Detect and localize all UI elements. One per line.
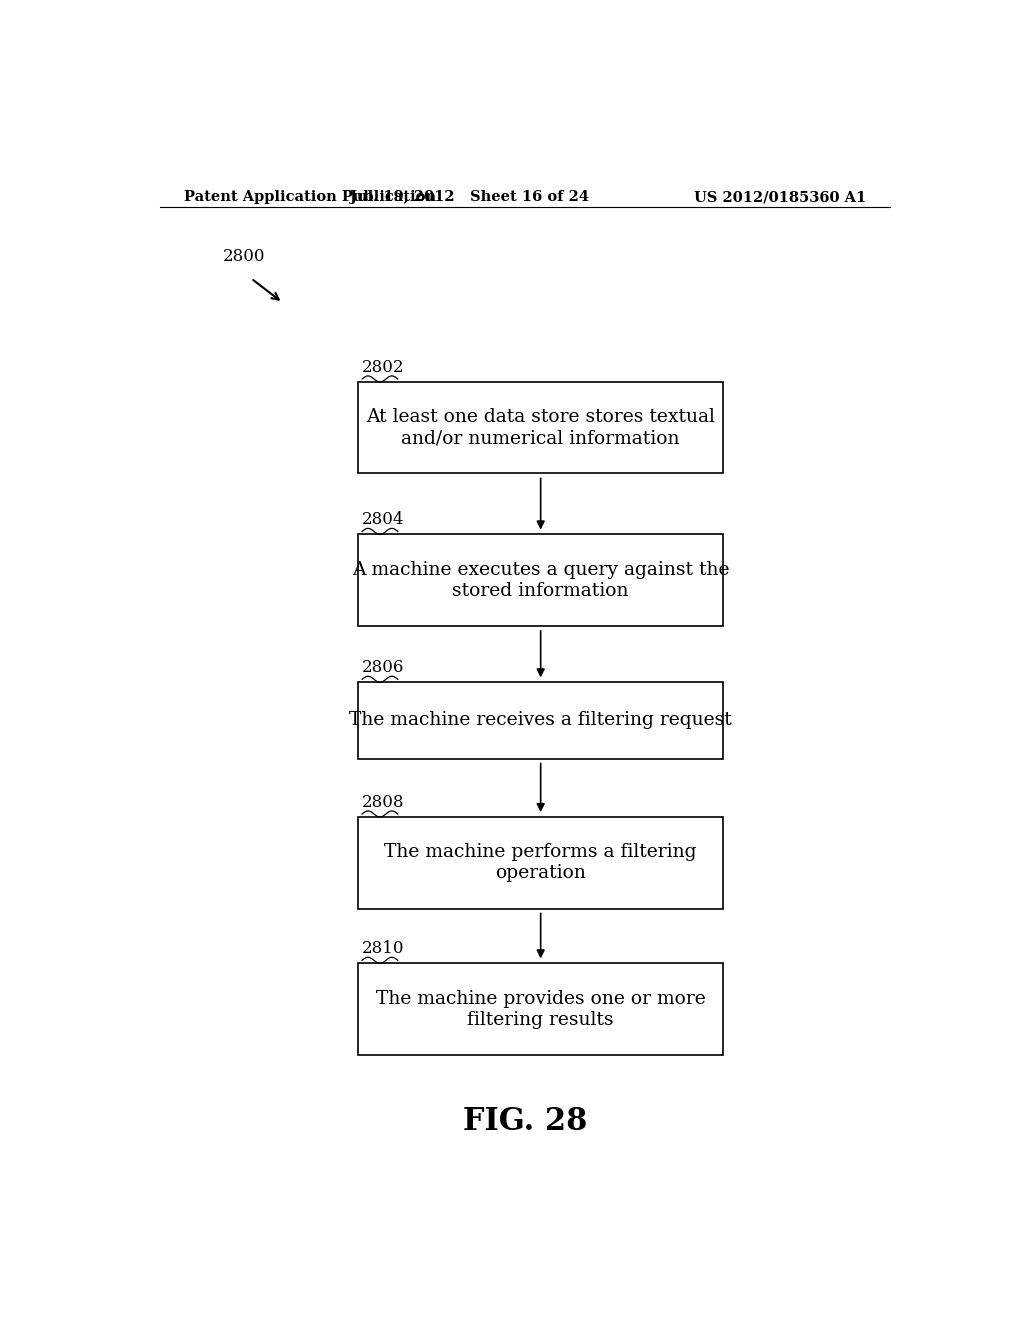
- FancyBboxPatch shape: [358, 381, 723, 474]
- Text: Jul. 19, 2012   Sheet 16 of 24: Jul. 19, 2012 Sheet 16 of 24: [350, 190, 589, 205]
- FancyBboxPatch shape: [358, 682, 723, 759]
- Text: 2810: 2810: [362, 940, 404, 957]
- Text: Patent Application Publication: Patent Application Publication: [183, 190, 435, 205]
- Text: 2806: 2806: [362, 659, 404, 676]
- Text: 2804: 2804: [362, 511, 404, 528]
- Text: The machine performs a filtering
operation: The machine performs a filtering operati…: [384, 843, 697, 882]
- Text: 2808: 2808: [362, 793, 404, 810]
- Text: The machine receives a filtering request: The machine receives a filtering request: [349, 711, 732, 730]
- FancyBboxPatch shape: [358, 535, 723, 626]
- Text: FIG. 28: FIG. 28: [463, 1106, 587, 1138]
- Text: A machine executes a query against the
stored information: A machine executes a query against the s…: [352, 561, 729, 599]
- Text: The machine provides one or more
filtering results: The machine provides one or more filteri…: [376, 990, 706, 1028]
- FancyBboxPatch shape: [358, 964, 723, 1055]
- Text: At least one data store stores textual
and/or numerical information: At least one data store stores textual a…: [367, 408, 715, 447]
- Text: 2802: 2802: [362, 359, 404, 376]
- Text: US 2012/0185360 A1: US 2012/0185360 A1: [694, 190, 866, 205]
- Text: 2800: 2800: [223, 248, 266, 265]
- FancyBboxPatch shape: [358, 817, 723, 908]
